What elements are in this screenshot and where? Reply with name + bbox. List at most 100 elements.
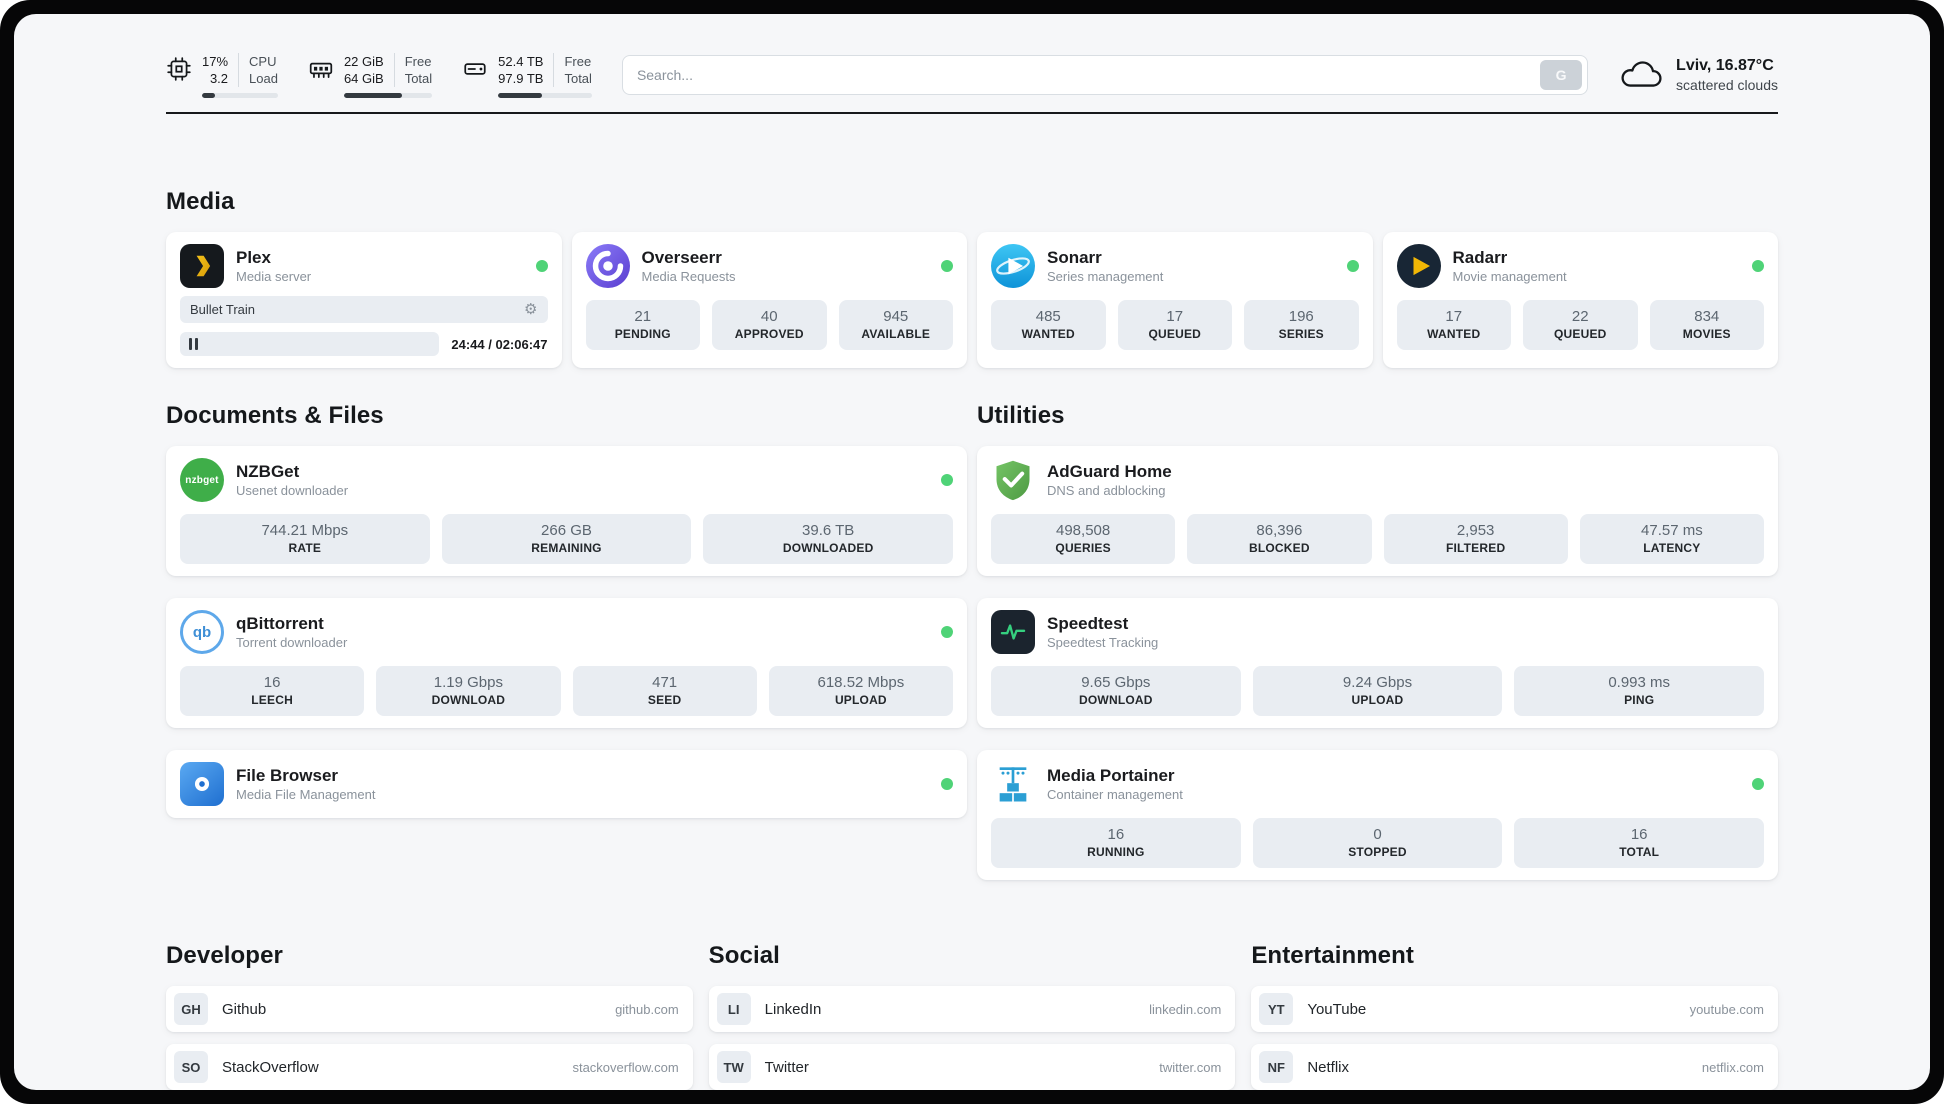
stat-tile: 9.65 Gbps DOWNLOAD	[991, 666, 1241, 716]
ram-free-value: 22 GiB	[343, 53, 384, 69]
search-input[interactable]	[636, 67, 1541, 83]
stat-value: 744.21 Mbps	[261, 522, 349, 539]
bookmark-github[interactable]: GH Github github.com	[166, 986, 693, 1032]
stat-tile: 47.57 ms LATENCY	[1579, 514, 1764, 564]
ram-free-label: Free	[404, 53, 432, 69]
stat-tile: 744.21 Mbps RATE	[180, 514, 430, 564]
section-social: Social LI LinkedIn linkedin.com TW Twitt…	[708, 942, 1236, 1090]
search-engine-button[interactable]: G	[1540, 60, 1583, 90]
bookmark-name: StackOverflow	[222, 1058, 319, 1076]
app-subtitle: DNS and adblocking	[1047, 482, 1166, 498]
bookmark-netflix[interactable]: NF Netflix netflix.com	[1251, 1044, 1778, 1090]
bookmark-url: stackoverflow.com	[572, 1059, 679, 1075]
app-card-qbittorrent[interactable]: qb qBittorrent Torrent downloader 16	[166, 598, 967, 728]
bookmark-name: Netflix	[1307, 1058, 1350, 1076]
bookmark-badge: TW	[716, 1051, 751, 1083]
weather-widget: Lviv, 16.87°C scattered clouds	[1618, 56, 1778, 94]
stat-label: FILTERED	[1445, 541, 1506, 555]
status-dot	[1752, 260, 1764, 272]
section-documents: Documents & Files nzbget NZBGet Usenet d…	[166, 402, 967, 818]
stat-label: PENDING	[614, 327, 671, 341]
app-card-overseerr[interactable]: Overseerr Media Requests 21 PENDING	[571, 232, 967, 368]
section-entertainment: Entertainment YT YouTube youtube.com NF …	[1251, 942, 1778, 1090]
stat-tile: 0 STOPPED	[1252, 818, 1503, 868]
cpu-label: CPU	[249, 53, 277, 69]
media-section-title: Media	[166, 188, 235, 215]
stat-label: PING	[1624, 693, 1655, 707]
cpu-load-label: Load	[249, 70, 278, 86]
stat-value: 21	[634, 308, 652, 325]
now-playing-title: Bullet Train	[190, 302, 256, 317]
app-card-portainer[interactable]: Media Portainer Container management 16 …	[977, 750, 1778, 880]
bookmark-name: Twitter	[764, 1058, 809, 1076]
stat-tile: 471 SEED	[572, 666, 757, 716]
radarr-icon	[1396, 244, 1441, 288]
bookmark-twitter[interactable]: TW Twitter twitter.com	[708, 1044, 1236, 1090]
status-dot	[941, 778, 953, 790]
bookmark-stackoverflow[interactable]: SO StackOverflow stackoverflow.com	[166, 1044, 693, 1090]
stat-tile: 17 WANTED	[1396, 300, 1511, 350]
adguard-icon	[991, 458, 1035, 502]
app-name: qBittorrent	[236, 613, 324, 633]
dashboard-panel: 17% 3.2 CPU Load	[14, 14, 1930, 1090]
stat-label: UPLOAD	[1351, 693, 1404, 707]
pause-icon[interactable]	[189, 338, 198, 350]
stat-label: RATE	[288, 541, 322, 555]
stat-tile: 39.6 TB DOWNLOADED	[703, 514, 953, 564]
stat-label: DOWNLOAD	[431, 693, 506, 707]
app-card-speedtest[interactable]: Speedtest Speedtest Tracking 9.65 Gbps D…	[977, 598, 1778, 728]
stat-value: 9.24 Gbps	[1342, 674, 1413, 691]
cloud-icon	[1621, 61, 1662, 87]
bookmark-name: Github	[222, 1000, 267, 1018]
app-subtitle: Container management	[1047, 786, 1183, 802]
weather-location: Lviv, 16.87°C	[1676, 57, 1774, 74]
stat-tile: 40 APPROVED	[712, 300, 827, 350]
stat-tile: 945 AVAILABLE	[838, 300, 953, 350]
stat-tile: 618.52 Mbps UPLOAD	[768, 666, 953, 716]
gear-icon[interactable]: ⚙	[524, 301, 538, 318]
search-bar: G	[621, 55, 1589, 95]
stat-value: 16	[1107, 826, 1125, 843]
disk-usage-bar	[498, 92, 592, 98]
stat-value: 196	[1288, 308, 1314, 325]
disk-icon	[464, 62, 486, 75]
player-progress-track[interactable]	[180, 332, 440, 356]
app-card-plex[interactable]: Plex Media server Bullet Train ⚙	[166, 232, 562, 368]
bookmark-youtube[interactable]: YT YouTube youtube.com	[1251, 986, 1778, 1032]
app-card-sonarr[interactable]: Sonarr Series management 485 WANTED	[977, 232, 1373, 368]
status-dot	[535, 260, 548, 272]
bookmark-badge: SO	[174, 1051, 208, 1083]
filebrowser-icon	[180, 762, 224, 806]
player-time: 24:44 / 02:06:47	[451, 336, 548, 352]
app-card-radarr[interactable]: Radarr Movie management 17 WANTED 2	[1382, 232, 1778, 368]
cpu-percent: 17%	[202, 53, 229, 69]
stat-label: LEECH	[251, 693, 293, 707]
status-dot	[941, 260, 953, 272]
stat-label: QUEUED	[1553, 327, 1607, 341]
disk-usage-fill	[498, 92, 543, 98]
stat-tile: 0.993 ms PING	[1514, 666, 1764, 716]
stat-value: 47.57 ms	[1641, 522, 1703, 539]
disk-free-label: Free	[564, 53, 592, 69]
bookmark-linkedin[interactable]: LI LinkedIn linkedin.com	[708, 986, 1236, 1032]
stat-value: 16	[263, 674, 281, 691]
bookmark-badge: YT	[1259, 993, 1294, 1025]
stat-value: 485	[1035, 308, 1061, 325]
stat-tile: 2,953 FILTERED	[1383, 514, 1568, 564]
app-card-nzbget[interactable]: nzbget NZBGet Usenet downloader 744.21 M…	[166, 446, 967, 576]
stat-label: WANTED	[1021, 327, 1075, 341]
app-name: Plex	[236, 247, 271, 267]
app-card-adguard[interactable]: AdGuard Home DNS and adblocking 498,508 …	[977, 446, 1778, 576]
status-dot	[1752, 778, 1764, 790]
stat-tile: 22 QUEUED	[1523, 300, 1638, 350]
stat-label: STOPPED	[1348, 845, 1407, 859]
stat-label: QUERIES	[1055, 541, 1111, 555]
utilities-section-title: Utilities	[977, 402, 1065, 429]
stat-tile: 834 MOVIES	[1649, 300, 1764, 350]
app-name: Overseerr	[641, 247, 722, 267]
disk-free-value: 52.4 TB	[498, 53, 544, 69]
stat-label: WANTED	[1427, 327, 1481, 341]
app-card-filebrowser[interactable]: File Browser Media File Management	[166, 750, 967, 818]
app-subtitle: Torrent downloader	[236, 634, 348, 650]
